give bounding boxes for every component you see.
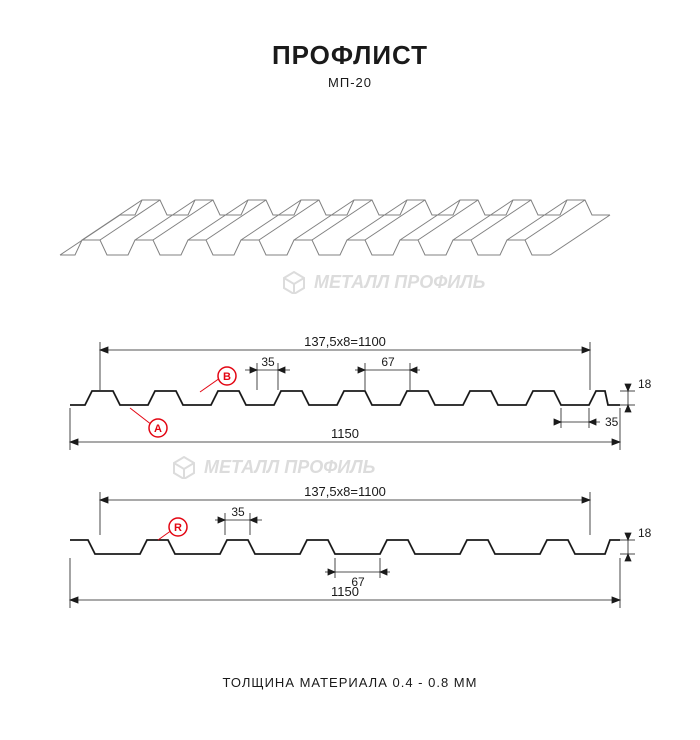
marker-r: R [158, 518, 187, 540]
marker-b: B [200, 367, 236, 392]
dim-pitch-1: 137,5x8=1100 [304, 334, 386, 349]
cross-section-2: 137,5x8=1100 35 67 18 1150 [0, 480, 700, 620]
svg-text:B: B [223, 371, 231, 383]
dim-pitch-2: 137,5x8=1100 [304, 484, 386, 499]
dim-18-2: 18 [638, 526, 652, 540]
svg-text:A: A [154, 423, 162, 435]
svg-text:R: R [174, 522, 182, 534]
dim-overall-1: 1150 [331, 426, 359, 441]
page-title: ПРОФЛИСТ [0, 40, 700, 71]
dim-67-top: 67 [381, 355, 395, 369]
page-subtitle: МП-20 [0, 75, 700, 90]
footer-text: ТОЛЩИНА МАТЕРИАЛА 0.4 - 0.8 ММ [0, 675, 700, 690]
dim-overall-2: 1150 [331, 584, 359, 599]
iso-view [0, 185, 700, 275]
dim-35-2: 35 [231, 505, 245, 519]
dim-35-bottom: 35 [605, 415, 619, 429]
dim-18-1: 18 [638, 377, 652, 391]
cross-section-1: 137,5x8=1100 35 67 18 35 [0, 330, 700, 460]
dim-35-top: 35 [261, 355, 275, 369]
marker-a: A [130, 408, 167, 437]
